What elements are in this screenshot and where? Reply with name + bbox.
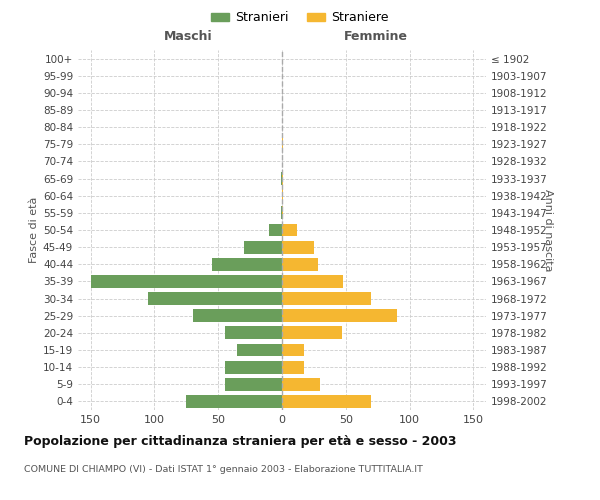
Text: COMUNE DI CHIAMPO (VI) - Dati ISTAT 1° gennaio 2003 - Elaborazione TUTTITALIA.IT: COMUNE DI CHIAMPO (VI) - Dati ISTAT 1° g… — [24, 465, 423, 474]
Bar — [224, 360, 282, 374]
Bar — [281, 172, 282, 185]
Bar — [281, 206, 282, 220]
Bar — [212, 258, 282, 270]
Bar — [282, 395, 371, 408]
Bar — [282, 190, 283, 202]
Bar — [282, 258, 318, 270]
Bar — [282, 275, 343, 288]
Bar — [148, 292, 282, 305]
Bar — [282, 224, 298, 236]
Bar — [91, 275, 282, 288]
Bar — [224, 326, 282, 340]
Bar — [282, 206, 283, 220]
Bar — [269, 224, 282, 236]
Bar — [282, 172, 283, 185]
Bar — [282, 378, 320, 390]
Bar — [282, 138, 283, 150]
Bar — [282, 360, 304, 374]
Bar — [238, 344, 282, 356]
Y-axis label: Fasce di età: Fasce di età — [29, 197, 39, 263]
Bar — [282, 240, 314, 254]
Bar — [224, 378, 282, 390]
Text: Femmine: Femmine — [344, 30, 408, 43]
Bar — [282, 310, 397, 322]
Text: Popolazione per cittadinanza straniera per età e sesso - 2003: Popolazione per cittadinanza straniera p… — [24, 435, 457, 448]
Bar — [282, 292, 371, 305]
Text: Maschi: Maschi — [164, 30, 212, 43]
Bar — [193, 310, 282, 322]
Bar — [282, 326, 342, 340]
Bar — [282, 344, 304, 356]
Bar — [187, 395, 282, 408]
Legend: Stranieri, Straniere: Stranieri, Straniere — [206, 6, 394, 29]
Y-axis label: Anni di nascita: Anni di nascita — [543, 188, 553, 271]
Bar — [244, 240, 282, 254]
